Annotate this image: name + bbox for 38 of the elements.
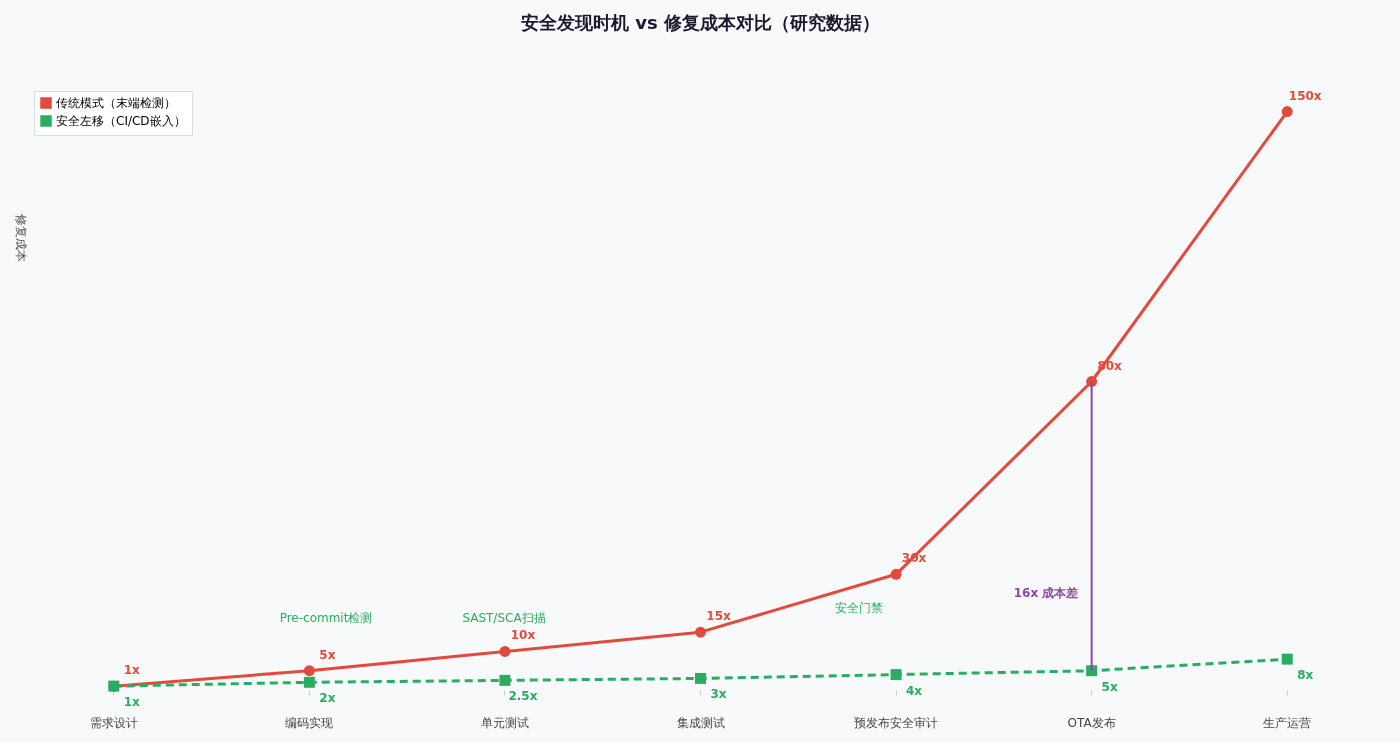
annotation: 安全门禁: [835, 601, 883, 615]
chart-title: 安全发现时机 vs 修复成本对比（研究数据）: [521, 12, 880, 33]
data-label: 150x: [1288, 88, 1322, 103]
annotation: SAST/SCA扫描: [462, 611, 546, 625]
y-axis-title: 修复成本: [14, 214, 28, 262]
point: [303, 665, 315, 677]
data-label: 4x: [906, 683, 923, 698]
data-label: 1x: [123, 663, 141, 678]
point: [1281, 106, 1293, 118]
point: [499, 645, 511, 657]
x-tick-label: 预发布安全审计: [854, 715, 939, 730]
data-label: 3x: [710, 687, 727, 702]
data-label: 8x: [1297, 668, 1314, 683]
point: [1086, 665, 1098, 677]
x-tick-label: 需求设计: [89, 715, 138, 730]
x-tick-label: OTA发布: [1067, 715, 1116, 730]
data-label: 10x: [510, 628, 536, 643]
data-label: 5x: [319, 647, 336, 662]
point: [695, 626, 706, 638]
data-label: 2x: [319, 691, 336, 706]
x-tick-label: 生产运营: [1263, 715, 1312, 730]
x-tick-label: 单元测试: [480, 715, 529, 730]
legend-label: 传统模式（末端检测）: [56, 96, 176, 110]
point: [303, 676, 315, 688]
point: [890, 669, 902, 681]
data-label: 15x: [706, 609, 731, 624]
x-tick-label: 集成测试: [676, 715, 725, 730]
data-label: 2.5x: [508, 689, 538, 704]
point: [1281, 653, 1293, 665]
annotation: Pre-commit检测: [279, 611, 373, 625]
point: [695, 672, 706, 684]
point: [890, 568, 902, 580]
annotation: 16x 成本差: [1013, 586, 1079, 600]
data-label: 5x: [1101, 679, 1118, 694]
x-tick-label: 编码实现: [285, 715, 334, 730]
point: [499, 674, 511, 686]
data-label: 1x: [123, 695, 141, 710]
legend-label: 安全左移（CI/CD嵌入）: [56, 114, 186, 128]
